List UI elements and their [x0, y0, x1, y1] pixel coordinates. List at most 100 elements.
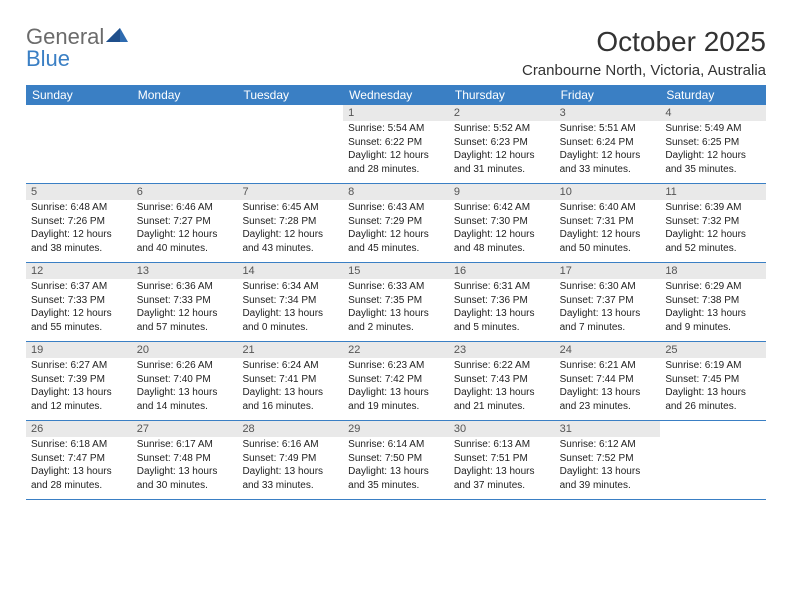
day-info: Sunrise: 6:12 AMSunset: 7:52 PMDaylight:… — [555, 437, 661, 496]
daylight-line: Daylight: 12 hours and 40 minutes. — [137, 228, 233, 255]
sunset-line: Sunset: 7:50 PM — [348, 452, 444, 466]
day-number: 1 — [343, 105, 449, 121]
sunrise-line: Sunrise: 5:49 AM — [665, 122, 761, 136]
daylight-line: Daylight: 12 hours and 55 minutes. — [31, 307, 127, 334]
day-number: 21 — [237, 342, 343, 358]
day-header: Thursday — [449, 85, 555, 105]
day-info: Sunrise: 6:42 AMSunset: 7:30 PMDaylight:… — [449, 200, 555, 259]
sunrise-line: Sunrise: 6:46 AM — [137, 201, 233, 215]
day-number: 23 — [449, 342, 555, 358]
day-header: Wednesday — [343, 85, 449, 105]
day-number: 28 — [237, 421, 343, 437]
daylight-line: Daylight: 13 hours and 30 minutes. — [137, 465, 233, 492]
day-cell: 1Sunrise: 5:54 AMSunset: 6:22 PMDaylight… — [343, 105, 449, 183]
daylight-line: Daylight: 13 hours and 9 minutes. — [665, 307, 761, 334]
sunrise-line: Sunrise: 6:34 AM — [242, 280, 338, 294]
day-cell — [660, 421, 766, 499]
daylight-line: Daylight: 13 hours and 26 minutes. — [665, 386, 761, 413]
sunrise-line: Sunrise: 5:52 AM — [454, 122, 550, 136]
day-info: Sunrise: 6:22 AMSunset: 7:43 PMDaylight:… — [449, 358, 555, 417]
day-info: Sunrise: 6:16 AMSunset: 7:49 PMDaylight:… — [237, 437, 343, 496]
day-number: 3 — [555, 105, 661, 121]
day-number: 2 — [449, 105, 555, 121]
sunrise-line: Sunrise: 6:12 AM — [560, 438, 656, 452]
day-info: Sunrise: 5:52 AMSunset: 6:23 PMDaylight:… — [449, 121, 555, 180]
day-cell: 22Sunrise: 6:23 AMSunset: 7:42 PMDayligh… — [343, 342, 449, 420]
day-number: 6 — [132, 184, 238, 200]
day-number: 9 — [449, 184, 555, 200]
sunset-line: Sunset: 7:36 PM — [454, 294, 550, 308]
day-number: 13 — [132, 263, 238, 279]
sunset-line: Sunset: 7:43 PM — [454, 373, 550, 387]
day-cell: 4Sunrise: 5:49 AMSunset: 6:25 PMDaylight… — [660, 105, 766, 183]
calendar-body: 1Sunrise: 5:54 AMSunset: 6:22 PMDaylight… — [26, 105, 766, 500]
sunset-line: Sunset: 7:34 PM — [242, 294, 338, 308]
day-number: 26 — [26, 421, 132, 437]
day-number: 20 — [132, 342, 238, 358]
day-info: Sunrise: 6:36 AMSunset: 7:33 PMDaylight:… — [132, 279, 238, 338]
day-cell: 6Sunrise: 6:46 AMSunset: 7:27 PMDaylight… — [132, 184, 238, 262]
sunrise-line: Sunrise: 6:48 AM — [31, 201, 127, 215]
day-number: 4 — [660, 105, 766, 121]
sunrise-line: Sunrise: 5:54 AM — [348, 122, 444, 136]
month-title: October 2025 — [522, 26, 766, 58]
sunset-line: Sunset: 6:25 PM — [665, 136, 761, 150]
daylight-line: Daylight: 13 hours and 21 minutes. — [454, 386, 550, 413]
day-info: Sunrise: 6:48 AMSunset: 7:26 PMDaylight:… — [26, 200, 132, 259]
day-cell: 3Sunrise: 5:51 AMSunset: 6:24 PMDaylight… — [555, 105, 661, 183]
daylight-line: Daylight: 12 hours and 28 minutes. — [348, 149, 444, 176]
day-info: Sunrise: 6:21 AMSunset: 7:44 PMDaylight:… — [555, 358, 661, 417]
sunrise-line: Sunrise: 6:21 AM — [560, 359, 656, 373]
sunrise-line: Sunrise: 6:18 AM — [31, 438, 127, 452]
sunrise-line: Sunrise: 6:42 AM — [454, 201, 550, 215]
day-number: 30 — [449, 421, 555, 437]
daylight-line: Daylight: 13 hours and 23 minutes. — [560, 386, 656, 413]
sunset-line: Sunset: 7:51 PM — [454, 452, 550, 466]
day-cell: 26Sunrise: 6:18 AMSunset: 7:47 PMDayligh… — [26, 421, 132, 499]
logo-text-2: Blue — [26, 46, 70, 71]
day-header: Monday — [132, 85, 238, 105]
day-info: Sunrise: 6:17 AMSunset: 7:48 PMDaylight:… — [132, 437, 238, 496]
sunrise-line: Sunrise: 6:29 AM — [665, 280, 761, 294]
calendar-week: 26Sunrise: 6:18 AMSunset: 7:47 PMDayligh… — [26, 421, 766, 500]
day-info: Sunrise: 6:26 AMSunset: 7:40 PMDaylight:… — [132, 358, 238, 417]
day-info: Sunrise: 5:54 AMSunset: 6:22 PMDaylight:… — [343, 121, 449, 180]
sunset-line: Sunset: 7:42 PM — [348, 373, 444, 387]
day-number: 12 — [26, 263, 132, 279]
day-number: 29 — [343, 421, 449, 437]
sunrise-line: Sunrise: 6:19 AM — [665, 359, 761, 373]
day-number: 17 — [555, 263, 661, 279]
day-header: Sunday — [26, 85, 132, 105]
day-cell: 23Sunrise: 6:22 AMSunset: 7:43 PMDayligh… — [449, 342, 555, 420]
day-info: Sunrise: 6:45 AMSunset: 7:28 PMDaylight:… — [237, 200, 343, 259]
sunrise-line: Sunrise: 6:14 AM — [348, 438, 444, 452]
day-cell: 17Sunrise: 6:30 AMSunset: 7:37 PMDayligh… — [555, 263, 661, 341]
day-number: 19 — [26, 342, 132, 358]
day-number: 25 — [660, 342, 766, 358]
day-info: Sunrise: 6:34 AMSunset: 7:34 PMDaylight:… — [237, 279, 343, 338]
day-number: 31 — [555, 421, 661, 437]
day-info: Sunrise: 6:14 AMSunset: 7:50 PMDaylight:… — [343, 437, 449, 496]
day-info: Sunrise: 6:29 AMSunset: 7:38 PMDaylight:… — [660, 279, 766, 338]
day-cell: 14Sunrise: 6:34 AMSunset: 7:34 PMDayligh… — [237, 263, 343, 341]
calendar-week: 19Sunrise: 6:27 AMSunset: 7:39 PMDayligh… — [26, 342, 766, 421]
daylight-line: Daylight: 13 hours and 0 minutes. — [242, 307, 338, 334]
daylight-line: Daylight: 13 hours and 37 minutes. — [454, 465, 550, 492]
day-number: 24 — [555, 342, 661, 358]
daylight-line: Daylight: 12 hours and 52 minutes. — [665, 228, 761, 255]
sunset-line: Sunset: 7:38 PM — [665, 294, 761, 308]
sunrise-line: Sunrise: 6:30 AM — [560, 280, 656, 294]
day-info: Sunrise: 6:40 AMSunset: 7:31 PMDaylight:… — [555, 200, 661, 259]
day-info: Sunrise: 6:43 AMSunset: 7:29 PMDaylight:… — [343, 200, 449, 259]
day-cell: 21Sunrise: 6:24 AMSunset: 7:41 PMDayligh… — [237, 342, 343, 420]
sunset-line: Sunset: 7:32 PM — [665, 215, 761, 229]
day-cell: 2Sunrise: 5:52 AMSunset: 6:23 PMDaylight… — [449, 105, 555, 183]
day-info: Sunrise: 6:24 AMSunset: 7:41 PMDaylight:… — [237, 358, 343, 417]
day-info: Sunrise: 6:13 AMSunset: 7:51 PMDaylight:… — [449, 437, 555, 496]
sunrise-line: Sunrise: 6:16 AM — [242, 438, 338, 452]
day-cell: 5Sunrise: 6:48 AMSunset: 7:26 PMDaylight… — [26, 184, 132, 262]
day-header: Tuesday — [237, 85, 343, 105]
daylight-line: Daylight: 12 hours and 50 minutes. — [560, 228, 656, 255]
day-cell: 11Sunrise: 6:39 AMSunset: 7:32 PMDayligh… — [660, 184, 766, 262]
calendar-week: 12Sunrise: 6:37 AMSunset: 7:33 PMDayligh… — [26, 263, 766, 342]
